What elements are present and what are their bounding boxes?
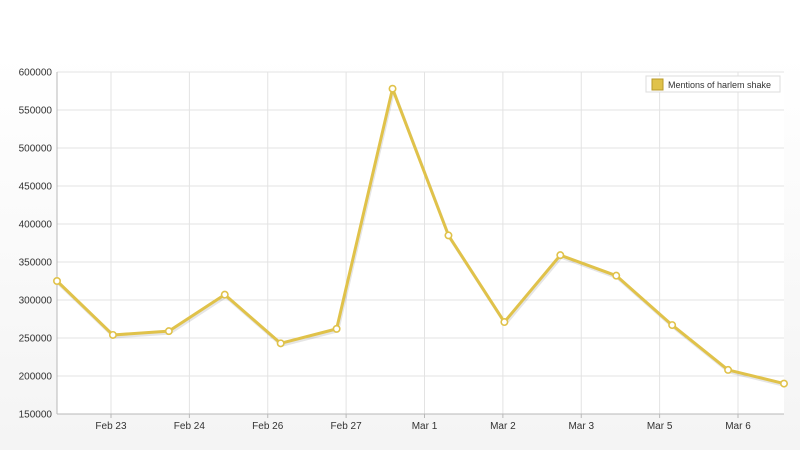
data-point[interactable]: [164, 327, 173, 336]
x-axis-ticks: Feb 23 Feb 24 Feb 26 Feb 27 Mar 1 Mar 2 Mar 3 M…: [95, 414, 751, 432]
x-tick-label: Mar 2: [490, 421, 516, 432]
y-tick-label: 200000: [19, 372, 53, 383]
data-point[interactable]: [52, 276, 61, 285]
x-tick-label: Mar 5: [647, 421, 673, 432]
data-point[interactable]: [444, 231, 453, 240]
series-line: [55, 87, 785, 386]
data-point[interactable]: [108, 330, 117, 339]
y-axis-ticks: 150000 200000 250000 300000 350000 400000 4500…: [19, 68, 53, 421]
y-tick-label: 500000: [19, 144, 53, 155]
series-group: [52, 84, 788, 388]
y-tick-label: 250000: [19, 334, 53, 345]
data-point[interactable]: [556, 251, 565, 260]
data-point[interactable]: [332, 324, 341, 333]
data-point[interactable]: [612, 271, 621, 280]
x-tick-label: Mar 6: [725, 421, 751, 432]
x-tick-label: Feb 27: [331, 421, 363, 432]
x-tick-label: Mar 3: [568, 421, 594, 432]
data-point[interactable]: [276, 339, 285, 348]
data-point[interactable]: [668, 321, 677, 330]
x-tick-label: Feb 26: [252, 421, 284, 432]
y-tick-label: 150000: [19, 410, 53, 421]
legend-box: [645, 75, 781, 93]
legend: Mentions of harlem shake: [645, 75, 781, 93]
x-tick-label: Feb 23: [95, 421, 127, 432]
legend-swatch: [651, 78, 664, 91]
data-point[interactable]: [724, 365, 733, 374]
grid-lines: [57, 71, 784, 415]
y-tick-label: 600000: [19, 68, 53, 79]
data-point[interactable]: [500, 318, 509, 327]
data-point[interactable]: [779, 379, 788, 388]
legend-label: Mentions of harlem shake: [668, 80, 771, 90]
y-tick-label: 400000: [19, 220, 53, 231]
x-tick-label: Mar 1: [412, 421, 438, 432]
y-tick-label: 550000: [19, 106, 53, 117]
data-point[interactable]: [220, 290, 229, 299]
x-tick-label: Feb 24: [174, 421, 206, 432]
plot-background: [57, 72, 784, 414]
y-tick-label: 350000: [19, 258, 53, 269]
y-tick-label: 450000: [19, 182, 53, 193]
data-point[interactable]: [388, 84, 397, 93]
y-tick-label: 300000: [19, 296, 53, 307]
